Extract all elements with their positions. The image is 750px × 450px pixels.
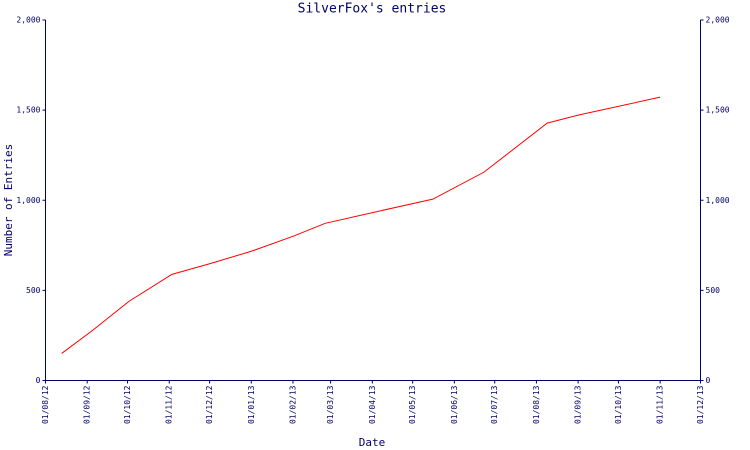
y-tick-label: 1,000 xyxy=(16,196,40,205)
data-line xyxy=(61,96,661,354)
x-tick-label: 01/03/13 xyxy=(326,385,335,424)
y-axis-label: Number of Entries xyxy=(2,144,15,257)
y2-tick-label: 1,000 xyxy=(706,196,730,205)
y-tick-label: 0 xyxy=(36,376,41,385)
x-tick-label: 01/04/13 xyxy=(368,385,377,424)
y2-tick-label: 0 xyxy=(706,376,711,385)
x-tick-label: 01/06/13 xyxy=(450,385,459,424)
x-tick-label: 01/12/12 xyxy=(205,385,214,424)
x-tick-label: 01/08/13 xyxy=(532,385,541,424)
x-tick-label: 01/07/13 xyxy=(490,385,499,424)
x-tick-label: 01/10/13 xyxy=(614,385,623,424)
x-axis-label: Date xyxy=(359,436,386,449)
x-tick-label: 01/09/12 xyxy=(83,385,92,424)
chart-title: SilverFox's entries xyxy=(298,2,447,17)
x-tick-label: 01/05/13 xyxy=(408,385,417,424)
x-tick-label: 01/10/12 xyxy=(123,385,132,424)
y2-tick-label: 500 xyxy=(706,286,721,295)
y2-tick-label: 1,500 xyxy=(706,106,730,115)
y2-tick-label: 2,000 xyxy=(706,16,730,25)
y-tick-label: 500 xyxy=(26,286,41,295)
x-tick-label: 01/12/13 xyxy=(696,385,705,424)
x-tick-label: 01/02/13 xyxy=(288,385,297,424)
x-tick-label: 01/09/13 xyxy=(574,385,583,424)
x-tick-label: 01/11/13 xyxy=(656,385,665,424)
y-tick-label: 1,500 xyxy=(16,106,40,115)
x-tick-label: 01/01/13 xyxy=(247,385,256,424)
x-tick-label: 01/08/12 xyxy=(41,385,50,424)
y-tick-label: 2,000 xyxy=(16,16,40,25)
x-tick-label: 01/11/12 xyxy=(165,385,174,424)
